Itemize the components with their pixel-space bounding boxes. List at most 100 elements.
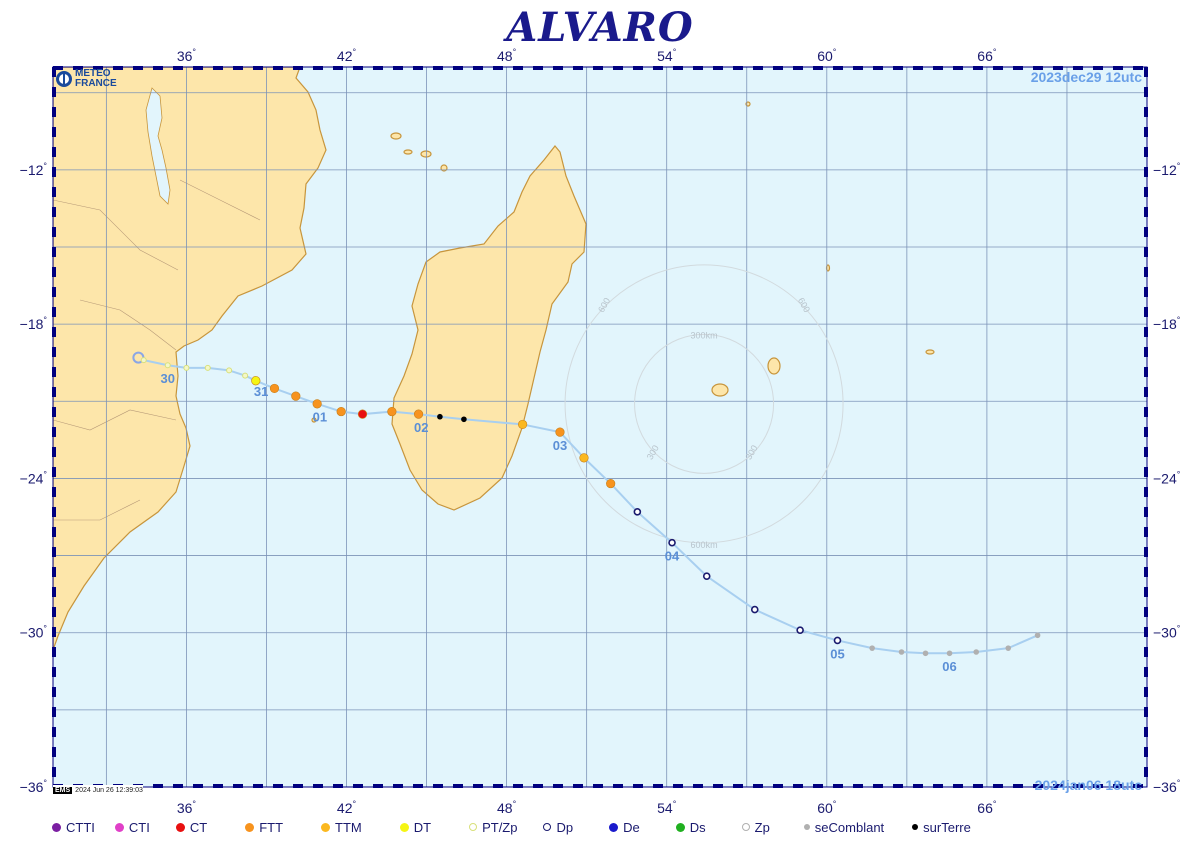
legend-swatch (609, 822, 619, 832)
lat-tick-label: −18° (20, 315, 48, 332)
legend-item-pt-zp: PT/Zp (469, 820, 517, 835)
lat-tick-label: −24° (1153, 469, 1181, 486)
day-label: 01 (313, 410, 327, 425)
legend-item-dp: Dp (543, 820, 573, 835)
day-label: 03 (553, 438, 567, 453)
track-point (164, 362, 171, 369)
track-point (833, 636, 842, 645)
legend-label: FTT (259, 819, 284, 835)
track-point (461, 416, 467, 423)
track-point (1005, 645, 1012, 651)
track-point (702, 572, 711, 580)
map-frame (52, 66, 1148, 788)
lat-tick-label: −30° (1153, 624, 1181, 641)
lat-tick-label: −36° (20, 778, 48, 795)
generation-stamp: EMS 2024 Jun 26 12:39:03 (53, 785, 143, 796)
day-label: 02 (414, 420, 428, 435)
country-borders (53, 179, 261, 521)
legend-label: Ds (689, 819, 706, 835)
track-point (312, 399, 322, 409)
lat-tick-label: −30° (20, 624, 48, 641)
lon-tick-label: 66° (977, 47, 997, 64)
track-point (251, 376, 261, 386)
lake-malawi (145, 87, 171, 205)
lon-tick-label: 48° (497, 799, 517, 816)
track-point (555, 427, 565, 437)
island-rodrigues (925, 349, 935, 355)
legend-label: CTI (128, 819, 150, 835)
meteo-france-logo-icon (56, 71, 72, 87)
range-ring-600 (564, 264, 844, 544)
storm-title: ALVARO (506, 4, 694, 51)
lat-tick-label: −36° (1153, 778, 1181, 795)
track-point (357, 409, 368, 419)
legend-item-dt: DT (399, 819, 432, 835)
legend-swatch (52, 822, 61, 832)
island-comoros-2 (403, 149, 413, 155)
legend-label: PT/Zp (482, 819, 518, 835)
track-point (269, 383, 280, 394)
storm-track (132, 351, 1041, 657)
track-point (183, 364, 190, 371)
legend-label: DT (413, 819, 432, 835)
legend-item-ds: Ds (675, 819, 706, 835)
lon-tick-label: 60° (817, 47, 837, 64)
track-point (869, 645, 875, 651)
legend-item-ct: CT (175, 820, 207, 835)
legend-item-ctti: CTTI (52, 820, 95, 835)
range-ring-label: 600km (691, 540, 718, 550)
lon-tick-label: 42° (337, 799, 357, 816)
island-comoros-3 (420, 150, 432, 158)
legend-label: surTerre (923, 819, 971, 835)
legend-swatch (114, 822, 124, 832)
track-point (606, 478, 616, 489)
track-point (291, 391, 301, 401)
lon-tick-label: 36° (177, 47, 197, 64)
track-point (633, 508, 642, 516)
legend-label: seComblant (814, 819, 885, 835)
lon-tick-label: 54° (657, 47, 677, 64)
logo-line2: FRANCE (75, 78, 117, 89)
lon-tick-label: 42° (337, 47, 357, 64)
legend-swatch (741, 823, 750, 831)
day-labels: 30 31 01 02 03 04 05 06 (161, 371, 957, 674)
track-point (242, 372, 249, 379)
lat-tick-label: −12° (20, 161, 48, 178)
lat-tick-label: −12° (1153, 161, 1181, 178)
legend-swatch (175, 822, 185, 832)
legend-swatch (543, 823, 552, 831)
legend: CTTI CTI CT FTT TTM DT PT/Zp Dp De Ds Zp seComblant… (52, 818, 971, 836)
legend-item-surterre: surTerre (912, 820, 971, 835)
legend-swatch (399, 822, 409, 832)
lon-tick-label: 36° (177, 799, 197, 816)
track-point (922, 650, 929, 657)
island-comoros-1 (390, 132, 402, 140)
legend-label: TTM (335, 819, 362, 835)
track-point (413, 409, 424, 419)
africa-mainland (53, 67, 327, 651)
track-point (750, 605, 759, 614)
lat-tick-label: −24° (20, 469, 48, 486)
legend-swatch (245, 822, 255, 832)
legend-label: Dp (556, 819, 574, 835)
legend-swatch (912, 824, 919, 830)
lon-tick-label: 66° (977, 799, 997, 816)
stamp-logo: EMS (53, 787, 73, 794)
legend-label: Zp (754, 819, 770, 835)
legend-item-de: De (609, 820, 640, 835)
track-point (140, 357, 147, 364)
legend-swatch (469, 823, 478, 831)
legend-swatch (321, 822, 331, 832)
island-reunion (711, 383, 729, 397)
track-point (946, 650, 953, 657)
legend-label: De (623, 819, 640, 835)
track-point (1034, 632, 1041, 639)
track-point (898, 649, 905, 655)
start-date: 2023dec29 12utc (1031, 69, 1143, 85)
lon-tick-label: 60° (817, 799, 837, 816)
track-point (579, 453, 589, 463)
day-label: 06 (942, 659, 956, 674)
island-mauritius (767, 357, 781, 375)
day-label: 05 (830, 646, 844, 661)
